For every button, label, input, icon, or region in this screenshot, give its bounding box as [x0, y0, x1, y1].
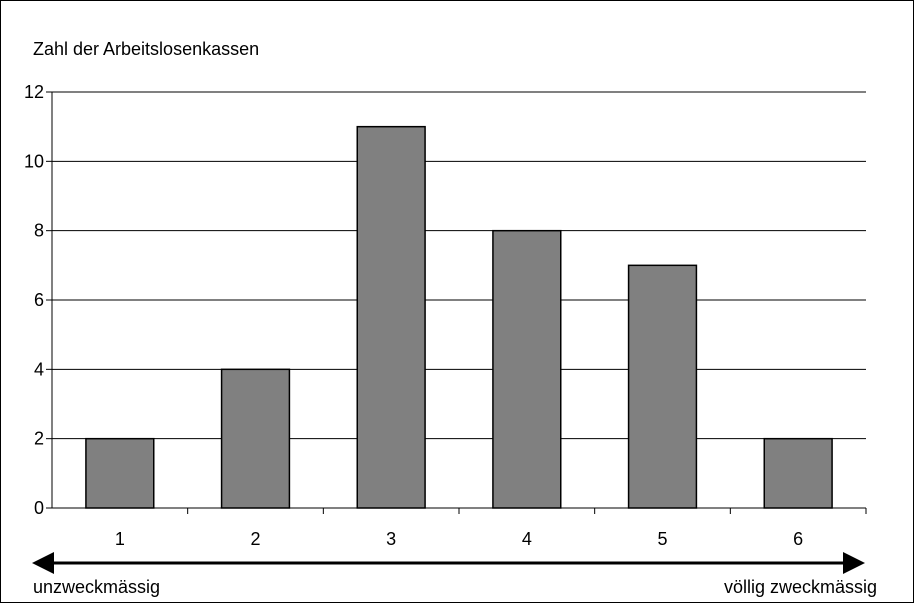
y-tick-label: 8	[34, 221, 44, 241]
scale-arrow-right-head	[843, 552, 865, 574]
bar-6	[763, 437, 833, 509]
y-tick-label: 2	[34, 429, 44, 449]
y-tick-label: 12	[24, 82, 44, 102]
x-tick-label: 4	[522, 529, 532, 549]
y-tick-label: 10	[24, 151, 44, 171]
x-tick-labels: 1 2 3 4 5 6	[115, 508, 867, 549]
x-tick-label: 2	[250, 529, 260, 549]
bar-4	[492, 229, 562, 509]
y-tick-label: 4	[34, 359, 44, 379]
bar-1	[85, 437, 155, 509]
bar-5	[627, 264, 698, 509]
x-tick-label: 6	[793, 529, 803, 549]
scale-left-label: unzweckmässig	[33, 577, 160, 597]
y-tick-labels: 0 2 4 6 8 10 12	[24, 82, 52, 518]
scale-arrow-left-head	[32, 552, 54, 574]
x-tick-label: 5	[657, 529, 667, 549]
bars	[85, 125, 833, 509]
x-tick-label: 1	[115, 529, 125, 549]
scale-right-label: völlig zweckmässig	[724, 577, 877, 597]
bar-3	[356, 125, 426, 509]
gridlines	[52, 91, 866, 440]
bar-2	[220, 368, 291, 509]
x-tick-label: 3	[386, 529, 396, 549]
scale-arrow	[32, 552, 865, 574]
y-axis-title: Zahl der Arbeitslosenkassen	[33, 39, 259, 59]
y-tick-label: 6	[34, 290, 44, 310]
y-tick-label: 0	[34, 498, 44, 518]
